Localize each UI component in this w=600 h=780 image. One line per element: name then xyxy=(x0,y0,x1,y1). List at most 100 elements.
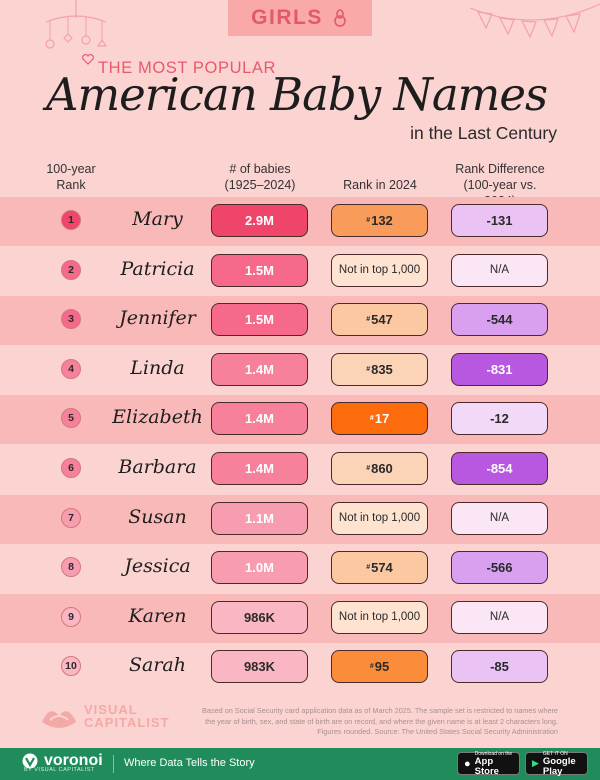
app-store-button[interactable]: ● Download on the App Store xyxy=(457,750,520,777)
baby-mobile-icon xyxy=(45,0,108,49)
baby-name: Jennifer xyxy=(119,307,196,330)
heart-icon xyxy=(82,54,94,65)
hash-mark: # xyxy=(366,217,371,224)
rank-2024-value: Not in top 1,000 xyxy=(331,253,428,287)
rank-diff-value: -544 xyxy=(451,303,548,337)
rank-diff-value: -854 xyxy=(451,452,548,485)
rank-2024-number: 835 xyxy=(371,361,393,377)
appstore-small: Download on the xyxy=(474,750,513,757)
hash-mark: # xyxy=(366,316,371,324)
rank-2024-value: #860 xyxy=(331,452,428,485)
baby-name: Karen xyxy=(128,604,187,627)
rank-2024-number: 17 xyxy=(374,411,390,427)
baby-name: Patricia xyxy=(120,257,195,280)
rank-badge: 1 xyxy=(61,210,81,230)
page-title: American Baby Names xyxy=(46,68,548,121)
babies-value: 1.5M xyxy=(211,253,308,287)
babies-value: 1.4M xyxy=(211,352,308,386)
babies-value: 983K xyxy=(211,650,308,684)
play-icon: ▶ xyxy=(532,758,539,768)
header-babies: # of babies (1925–2024) xyxy=(224,162,296,192)
kicker: THE MOST POPULAR xyxy=(98,59,276,77)
footer-bar: voronoi BY VISUAL CAPITALIST Where Data … xyxy=(0,748,600,780)
rank-diff-value: N/A xyxy=(451,501,548,535)
baby-name: Jessica xyxy=(124,555,191,578)
table-row: 2 Patricia 1.5M Not in top 1,000 N/A xyxy=(0,247,600,296)
hash-mark: # xyxy=(369,415,374,423)
rank-2024-value: #132 xyxy=(331,204,428,237)
table-row: 3 Jennifer 1.5M #547 -544 xyxy=(0,296,600,346)
rank-2024-value: #835 xyxy=(331,352,428,386)
baby-name: Sarah xyxy=(129,654,186,677)
rank-2024-number: 132 xyxy=(371,213,393,228)
babies-value: 1.4M xyxy=(211,452,308,485)
bunting-icon xyxy=(470,3,600,39)
rank-diff-value: -831 xyxy=(451,352,548,386)
voronoi-icon xyxy=(22,753,38,769)
voronoi-sub: BY VISUAL CAPITALIST xyxy=(24,767,95,773)
footnote: Based on Social Security card applicatio… xyxy=(202,706,558,736)
vc-line1: VISUAL xyxy=(84,702,138,717)
rank-2024-value: #95 xyxy=(331,650,428,684)
vc-line2: CAPITALIST xyxy=(84,715,170,730)
hash-mark: # xyxy=(366,365,371,373)
rank-2024-value: Not in top 1,000 xyxy=(331,600,428,634)
rank-badge: 4 xyxy=(61,358,81,379)
table-row: 5 Elizabeth 1.4M #17 -12 xyxy=(0,395,600,445)
hash-mark: # xyxy=(366,564,371,572)
rank-diff-value: -131 xyxy=(451,204,548,237)
babies-value: 986K xyxy=(211,600,308,634)
baby-name: Linda xyxy=(130,356,185,379)
pacifier-icon xyxy=(334,9,346,27)
google-play-button[interactable]: ▶ GET IT ON Google Play xyxy=(525,750,588,777)
googleplay-big: Google Play xyxy=(542,755,576,777)
rank-badge: 9 xyxy=(61,606,81,627)
table-row: 10 Sarah 983K #95 -85 xyxy=(0,643,600,692)
voronoi-logo[interactable]: voronoi xyxy=(22,752,103,770)
googleplay-small: GET IT ON xyxy=(542,750,568,757)
table-row: 4 Linda 1.4M #835 -831 xyxy=(0,346,600,395)
rank-2024-number: 574 xyxy=(371,560,393,576)
rank-2024-number: 860 xyxy=(371,461,393,476)
baby-name: Barbara xyxy=(118,456,197,478)
rank-badge: 10 xyxy=(61,656,81,677)
category-tag-label: GIRLS xyxy=(251,6,323,29)
rank-diff-value: N/A xyxy=(451,253,548,287)
rank-2024-value: #574 xyxy=(331,551,428,585)
rank-diff-value: -12 xyxy=(451,402,548,436)
babies-value: 1.4M xyxy=(211,402,308,436)
baby-name: Mary xyxy=(132,208,183,230)
apple-icon: ● xyxy=(464,757,471,770)
rank-2024-number: 547 xyxy=(371,312,393,328)
rank-badge: 5 xyxy=(61,408,81,429)
visual-capitalist-logo: VISUAL CAPITALIST xyxy=(40,702,170,730)
rank-2024-number: 95 xyxy=(374,659,390,675)
rank-diff-value: N/A xyxy=(451,600,548,634)
appstore-big: App Store xyxy=(474,755,499,777)
table-row: 7 Susan 1.1M Not in top 1,000 N/A xyxy=(0,494,600,544)
rank-2024-value: #17 xyxy=(331,402,428,436)
vc-mark-icon xyxy=(42,711,76,728)
footer-tagline: Where Data Tells the Story xyxy=(124,757,255,769)
table-row: 6 Barbara 1.4M #860 -854 xyxy=(0,445,600,494)
babies-value: 2.9M xyxy=(211,204,308,237)
babies-value: 1.5M xyxy=(211,303,308,337)
rank-badge: 3 xyxy=(61,309,81,330)
category-tag: GIRLS xyxy=(228,0,372,36)
table-row: 1 Mary 2.9M #132 -131 xyxy=(0,197,600,246)
header-rank: 100-year Rank xyxy=(46,162,96,192)
rank-badge: 8 xyxy=(61,557,81,578)
header-rank2024: Rank in 2024 xyxy=(343,178,417,192)
babies-value: 1.0M xyxy=(211,551,308,585)
rank-badge: 6 xyxy=(61,458,81,478)
hash-mark: # xyxy=(366,465,371,472)
rank-diff-value: -85 xyxy=(451,650,548,684)
rank-diff-value: -566 xyxy=(451,551,548,585)
rank-2024-value: Not in top 1,000 xyxy=(331,501,428,535)
footer-divider xyxy=(113,755,114,773)
baby-name: Elizabeth xyxy=(112,406,203,429)
hash-mark: # xyxy=(369,663,374,671)
table-row: 9 Karen 986K Not in top 1,000 N/A xyxy=(0,593,600,643)
rank-2024-value: #547 xyxy=(331,303,428,337)
